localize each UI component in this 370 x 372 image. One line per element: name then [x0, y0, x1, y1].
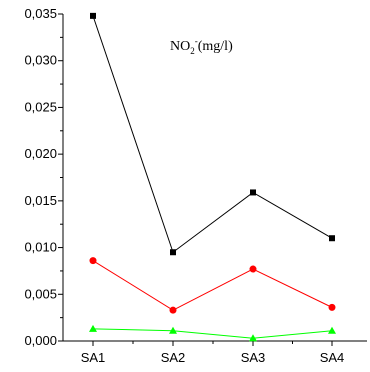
data-point [328, 303, 336, 311]
data-point [328, 326, 336, 334]
y-tick-label: 0,000 [24, 333, 57, 348]
x-tick-label: SA1 [81, 350, 106, 365]
data-point [170, 249, 176, 256]
data-point [169, 306, 177, 314]
annotation-unit: (mg/l) [198, 39, 233, 54]
y-tick-label: 0,030 [24, 53, 57, 68]
y-tick-label: 0,010 [24, 240, 57, 255]
data-point [329, 235, 335, 242]
y-tick-label: 0,005 [24, 286, 57, 301]
series-1 [90, 12, 335, 256]
data-point [250, 189, 256, 196]
data-point [89, 257, 97, 265]
data-point [169, 326, 177, 334]
annotation-main: NO [170, 39, 190, 54]
y-axis-ticks: 0,000 0,005 0,010 0,015 0,020 0,025 0,030 0,035 [24, 6, 63, 348]
x-axis-ticks: SA1 SA2 SA3 SA4 [81, 341, 345, 365]
series-line [92, 260, 333, 311]
data-point [90, 12, 96, 19]
x-tick-label: SA3 [241, 350, 266, 365]
series-line [92, 15, 333, 254]
annotation: NO2-(mg/l) [170, 36, 233, 56]
y-tick-label: 0,015 [24, 193, 57, 208]
x-tick-label: SA2 [161, 350, 186, 365]
series-3 [89, 324, 336, 342]
annotation-subscript: 2 [190, 46, 195, 56]
series-line [92, 328, 333, 339]
annotation-superscript: - [195, 36, 198, 46]
data-point [89, 324, 97, 332]
series-group [89, 12, 336, 342]
data-point [249, 265, 257, 273]
y-tick-label: 0,020 [24, 146, 57, 161]
series-2 [89, 257, 336, 314]
y-tick-label: 0,025 [24, 99, 57, 114]
data-point [249, 334, 257, 342]
y-tick-label: 0,035 [24, 6, 57, 21]
x-tick-label: SA4 [320, 350, 345, 365]
